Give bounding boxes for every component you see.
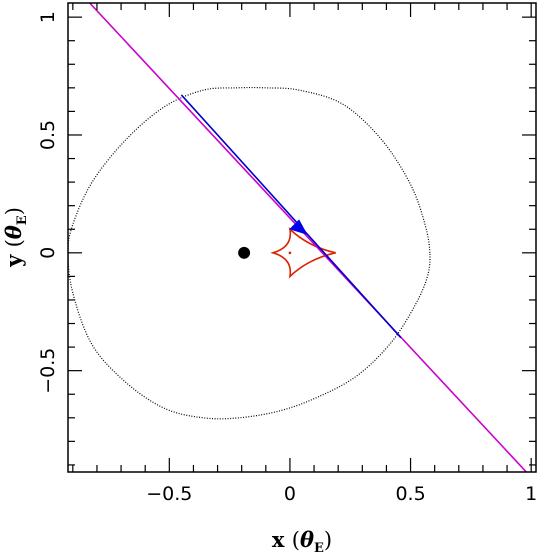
x-axis-title: x (θE)	[272, 527, 332, 555]
plot-content	[68, 3, 527, 472]
y-tick-labels: −0.5 0 0.5 1	[37, 11, 59, 394]
y-tick-label: −0.5	[37, 348, 59, 394]
y-tick-label: 0	[37, 247, 59, 259]
x-tick-label: −0.5	[146, 483, 192, 505]
critical-curve	[68, 86, 431, 420]
x-tick-label: 1	[525, 483, 537, 505]
x-tick-label: 0.5	[395, 483, 425, 505]
y-tick-label: 1	[37, 11, 59, 23]
y-axis-title: y (θE)	[1, 207, 30, 268]
axis-ticks	[68, 3, 536, 472]
lens-companion-marker	[288, 251, 292, 255]
direction-arrow	[289, 219, 308, 235]
source-trajectory	[89, 3, 527, 472]
source-trajectory-highlight	[180, 94, 402, 339]
plot-area	[68, 3, 527, 472]
lens-primary-marker	[238, 246, 251, 259]
x-tick-label: 0	[284, 483, 296, 505]
plot-frame	[67, 2, 537, 473]
x-tick-labels: −0.5 0 0.5 1	[146, 483, 537, 505]
y-tick-label: 0.5	[37, 120, 59, 150]
caustic-curve	[270, 227, 336, 279]
